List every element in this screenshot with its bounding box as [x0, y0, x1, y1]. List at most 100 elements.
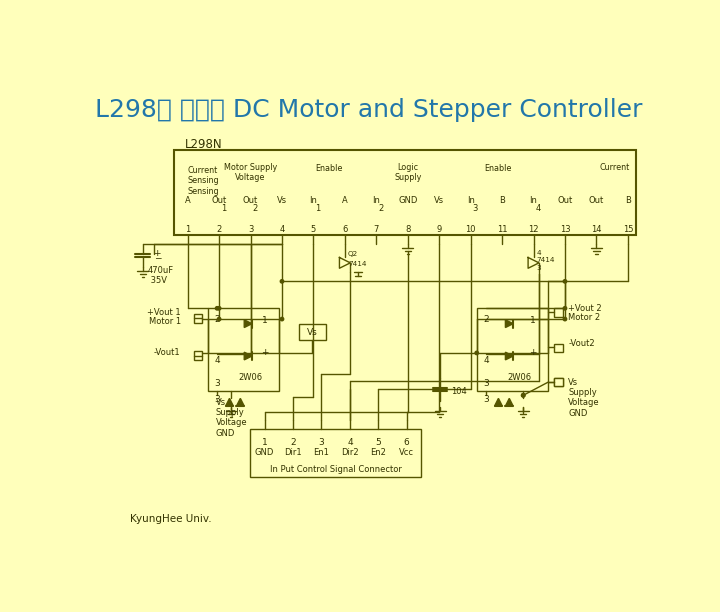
Text: 10: 10: [465, 225, 476, 234]
Bar: [194, 315, 202, 323]
Text: 6: 6: [404, 438, 410, 447]
Text: 2W06: 2W06: [238, 373, 263, 382]
Text: Dir1: Dir1: [284, 448, 302, 457]
Text: Enable: Enable: [485, 164, 512, 173]
Polygon shape: [236, 398, 244, 406]
Text: Out: Out: [557, 196, 572, 205]
Text: Out: Out: [589, 196, 604, 205]
Polygon shape: [528, 258, 539, 268]
Text: +Vout 1: +Vout 1: [147, 308, 181, 316]
Text: GND: GND: [255, 448, 274, 457]
Text: Motor 1: Motor 1: [148, 317, 181, 326]
Text: +Vout 2: +Vout 2: [568, 304, 602, 313]
Text: Out: Out: [243, 196, 258, 205]
Polygon shape: [244, 352, 252, 360]
Text: 3: 3: [483, 395, 489, 405]
Text: 4: 4: [536, 204, 541, 213]
Text: Vs: Vs: [277, 196, 287, 205]
Text: 4: 4: [347, 438, 353, 447]
Bar: [174, 151, 636, 235]
Bar: [554, 344, 563, 352]
Text: L298을 이용한 DC Motor and Stepper Controller: L298을 이용한 DC Motor and Stepper Controlle…: [95, 99, 643, 122]
Text: 2: 2: [378, 204, 384, 213]
Text: 2: 2: [217, 225, 222, 234]
Bar: [208, 308, 279, 392]
Polygon shape: [225, 398, 233, 406]
Circle shape: [563, 280, 567, 283]
Circle shape: [521, 394, 525, 397]
Text: 4: 4: [279, 225, 284, 234]
Text: 7414: 7414: [348, 261, 366, 267]
Text: 3: 3: [536, 265, 541, 271]
Text: Current
Sensing
Sensing: Current Sensing Sensing: [188, 166, 220, 196]
Polygon shape: [505, 320, 513, 327]
Text: Motor Supply
Voltage: Motor Supply Voltage: [224, 163, 277, 182]
Text: 15: 15: [623, 225, 633, 234]
Text: 7414: 7414: [536, 257, 555, 263]
Text: Motor 2: Motor 2: [568, 313, 600, 322]
Text: 3: 3: [483, 379, 489, 388]
Circle shape: [280, 318, 284, 321]
Text: 12: 12: [528, 225, 539, 234]
Text: +: +: [261, 348, 268, 357]
Text: -Vout1: -Vout1: [154, 348, 181, 357]
Text: 11: 11: [497, 225, 508, 234]
Circle shape: [475, 351, 478, 354]
Text: Vcc: Vcc: [399, 448, 414, 457]
Text: En1: En1: [313, 448, 330, 457]
Text: 3: 3: [215, 395, 220, 405]
Text: 1: 1: [315, 204, 320, 213]
Text: -Vout2: -Vout2: [568, 339, 595, 348]
Bar: [194, 351, 202, 360]
Text: 1: 1: [261, 316, 267, 325]
Text: +: +: [529, 348, 537, 357]
Text: En2: En2: [370, 448, 386, 457]
Circle shape: [563, 318, 567, 321]
Polygon shape: [495, 398, 503, 406]
Text: In: In: [530, 196, 537, 205]
Text: In Put Control Signal Connector: In Put Control Signal Connector: [270, 466, 402, 474]
Text: 3: 3: [215, 379, 220, 388]
Text: B: B: [499, 196, 505, 205]
Text: In: In: [372, 196, 380, 205]
Text: 1: 1: [262, 438, 268, 447]
Text: 2W06: 2W06: [508, 373, 531, 382]
Text: 8: 8: [405, 225, 410, 234]
Text: 7: 7: [374, 225, 379, 234]
Text: 470uF
 35V: 470uF 35V: [148, 266, 174, 285]
Text: −: −: [153, 253, 161, 262]
Text: GND: GND: [398, 196, 418, 205]
Text: 3: 3: [472, 204, 478, 213]
Text: KyungHee Univ.: KyungHee Univ.: [130, 513, 212, 523]
Circle shape: [217, 318, 221, 321]
Text: 2: 2: [290, 438, 296, 447]
Text: Vs: Vs: [434, 196, 444, 205]
Text: 2: 2: [253, 204, 258, 213]
Text: 14: 14: [591, 225, 602, 234]
Text: 2: 2: [215, 315, 220, 324]
Text: +: +: [153, 249, 161, 258]
Text: 1: 1: [221, 204, 226, 213]
Polygon shape: [339, 258, 351, 268]
Circle shape: [521, 394, 525, 397]
Text: 13: 13: [559, 225, 570, 234]
Text: Current: Current: [599, 163, 629, 172]
Text: 2: 2: [483, 315, 489, 324]
Text: Dir2: Dir2: [341, 448, 359, 457]
Circle shape: [215, 307, 219, 310]
Circle shape: [280, 280, 284, 283]
Text: 9: 9: [436, 225, 442, 234]
Text: Q2: Q2: [348, 252, 359, 258]
Bar: [251, 429, 421, 477]
Text: Vs: Vs: [307, 327, 318, 337]
Polygon shape: [244, 320, 252, 327]
Bar: [300, 324, 326, 340]
Text: 6: 6: [342, 225, 348, 234]
Bar: [477, 308, 548, 392]
Circle shape: [217, 307, 221, 310]
Text: 3: 3: [318, 438, 324, 447]
Text: Logic
Supply: Logic Supply: [394, 163, 421, 182]
Text: Out: Out: [212, 196, 227, 205]
Text: 1: 1: [531, 316, 536, 325]
Bar: [554, 378, 563, 386]
